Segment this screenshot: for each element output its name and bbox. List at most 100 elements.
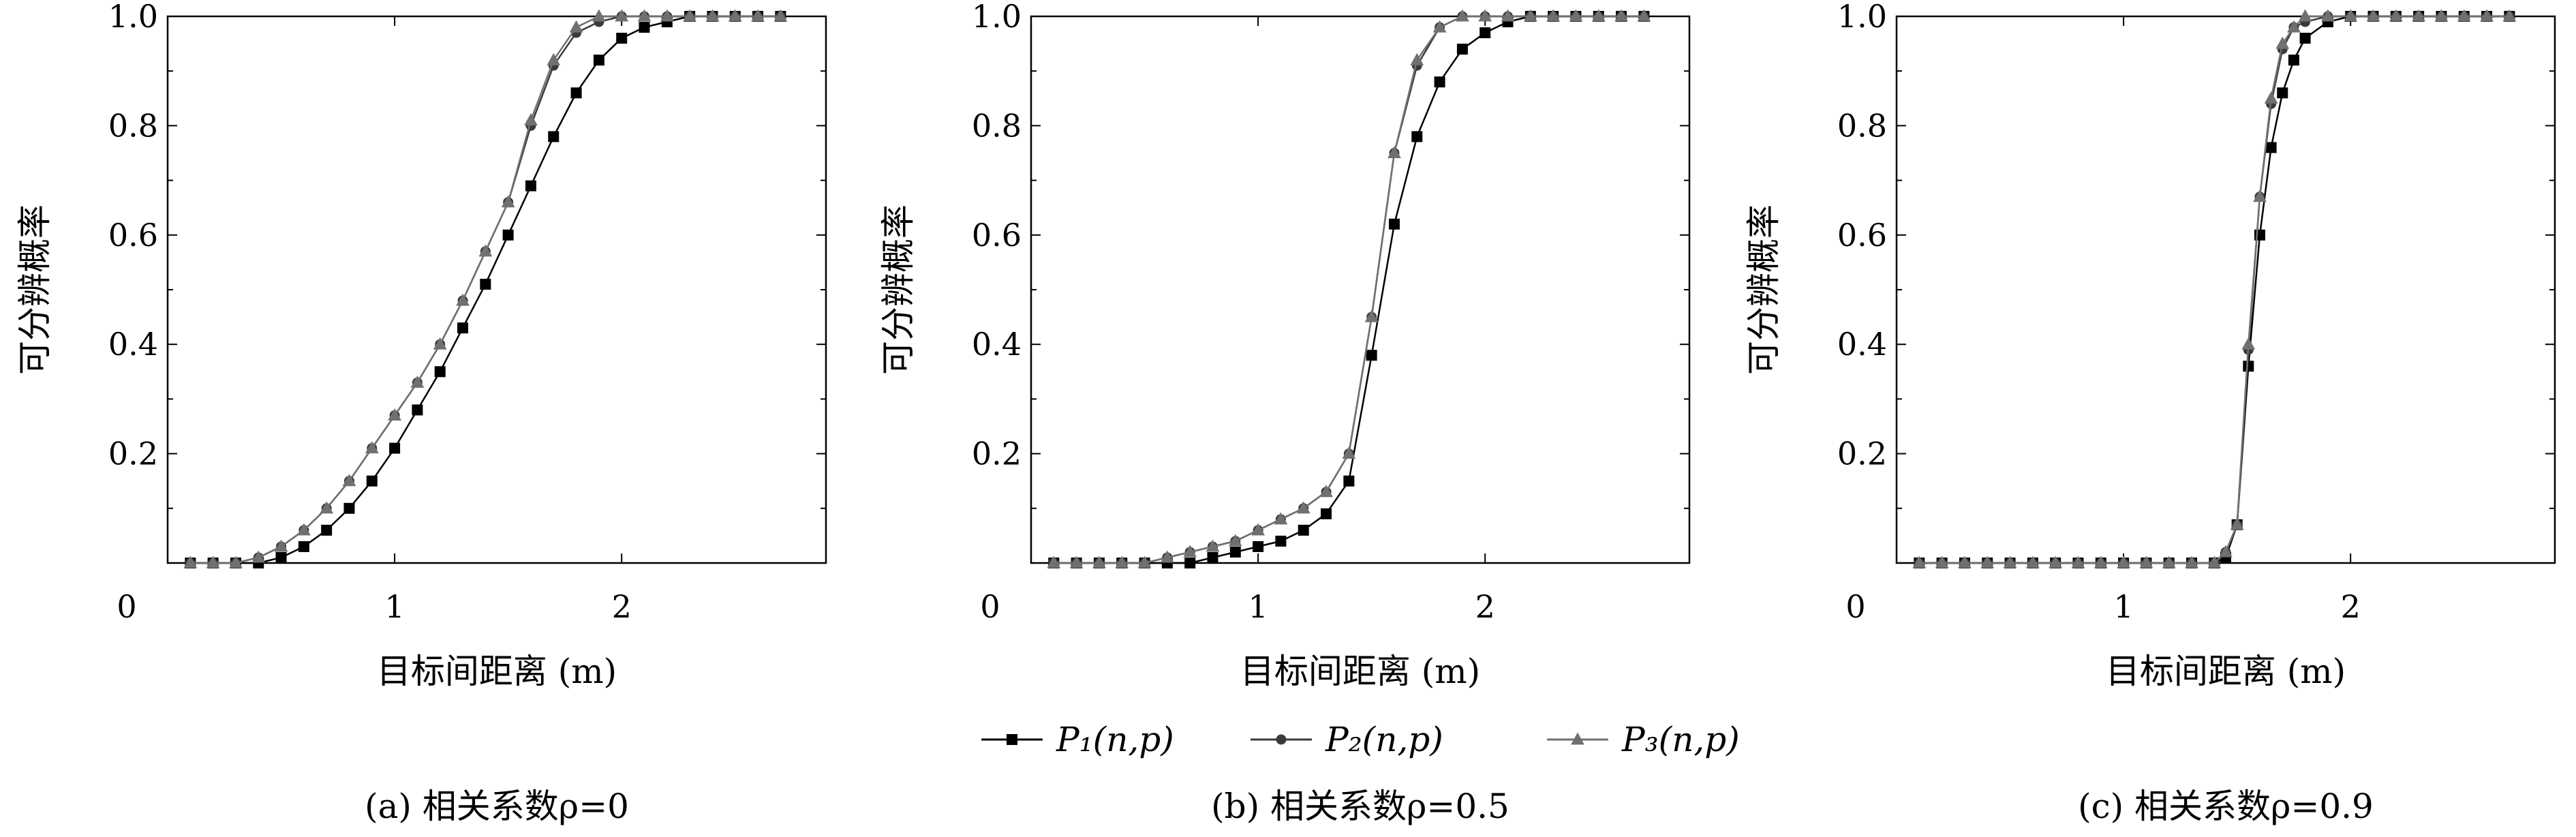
data-point <box>298 541 309 552</box>
data-point <box>343 502 355 514</box>
data-point <box>388 408 402 421</box>
data-point <box>660 9 674 22</box>
data-point <box>773 9 788 22</box>
x-tick-label: 0 <box>117 588 136 625</box>
data-point <box>1137 556 1152 568</box>
data-point <box>389 442 401 454</box>
data-point <box>410 375 425 388</box>
data-point <box>683 9 697 22</box>
x-tick-label: 1 <box>384 588 404 625</box>
y-tick-label: 0.8 <box>1837 107 1887 144</box>
data-point <box>569 20 583 33</box>
legend-item-3: P₃(n,p) <box>1547 720 1740 759</box>
data-point <box>570 87 582 99</box>
data-point <box>2298 9 2312 22</box>
y-axis-label: 可分辨概率 <box>1744 204 1783 375</box>
data-point <box>365 441 379 454</box>
data-point <box>751 9 765 22</box>
data-point <box>183 556 198 568</box>
data-point <box>480 278 491 290</box>
chart-panel-1: 0.2 0.4 0.6 0.8 1.0 0 1 2 目标间距离 (m) 可分辨概率 (b) 相关系数… <box>878 0 1691 826</box>
data-point <box>2480 9 2494 22</box>
data-point <box>2025 556 2040 568</box>
legend-label: P₃(n,p) <box>1621 720 1740 759</box>
legend-label: P₁(n,p) <box>1056 720 1174 759</box>
data-point <box>2139 556 2153 568</box>
data-point <box>1912 556 1927 568</box>
chart-panel-2: 0.2 0.4 0.6 0.8 1.0 0 1 2 目标间距离 (m) 可分辨概率 (c) 相关系数… <box>1744 0 2556 826</box>
data-point <box>1387 146 1401 159</box>
data-point <box>2389 9 2403 22</box>
data-point <box>2207 556 2222 568</box>
series-2 <box>1914 11 2515 568</box>
y-tick-label: 1.0 <box>972 0 1022 35</box>
data-point <box>2275 36 2290 49</box>
data-point <box>637 9 651 22</box>
data-point <box>2502 9 2517 22</box>
data-point <box>2412 9 2426 22</box>
data-point <box>2288 55 2299 66</box>
series-line <box>190 15 781 564</box>
data-point <box>1591 9 1606 22</box>
legend-marker <box>1007 734 1017 745</box>
data-point <box>320 501 334 514</box>
data-point <box>1296 501 1310 514</box>
data-point <box>1184 558 1196 568</box>
data-point <box>1229 546 1241 558</box>
data-point <box>2366 9 2380 22</box>
data-point <box>434 366 446 378</box>
y-tick-label: 0.2 <box>1837 436 1887 472</box>
data-point <box>1342 446 1356 459</box>
data-point <box>1319 485 1333 498</box>
data-point <box>1456 44 1468 55</box>
data-point <box>229 556 243 568</box>
x-axis-label: 目标间距离 (m) <box>1240 652 1480 691</box>
data-point <box>366 475 378 487</box>
data-point <box>1958 556 1972 568</box>
series-line <box>190 15 781 564</box>
data-point <box>1343 475 1355 487</box>
data-point <box>1478 9 1492 22</box>
data-point <box>2243 361 2254 372</box>
data-point <box>296 523 311 536</box>
data-point <box>274 539 288 552</box>
series-3 <box>183 9 788 568</box>
series-1 <box>185 11 786 568</box>
y-tick-label: 0.8 <box>108 107 158 144</box>
series-2 <box>185 11 786 568</box>
data-point <box>1069 556 1084 568</box>
data-point <box>275 551 287 563</box>
series-line <box>190 15 781 564</box>
data-point <box>639 22 650 33</box>
data-point <box>525 180 536 192</box>
series-1 <box>1048 11 1650 568</box>
series-3 <box>1047 9 1651 568</box>
data-point <box>1298 524 1309 536</box>
data-point <box>1388 218 1400 230</box>
data-point <box>457 322 469 334</box>
data-point <box>2344 9 2358 22</box>
data-point <box>342 474 356 487</box>
y-tick-label: 0.2 <box>108 436 158 472</box>
data-point <box>728 9 742 22</box>
data-point <box>1411 131 1423 142</box>
data-point <box>2457 9 2471 22</box>
data-point <box>478 244 493 257</box>
legend: P₁(n,p) P₂(n,p) P₃(n,p) <box>981 720 1740 759</box>
y-tick-label: 0.6 <box>972 217 1022 254</box>
legend-marker <box>1276 734 1287 745</box>
data-point <box>1501 9 1515 22</box>
data-point <box>1637 9 1651 22</box>
data-point <box>2320 9 2335 22</box>
y-tick-label: 0.6 <box>108 217 158 254</box>
data-point <box>1183 545 1197 558</box>
data-point <box>593 55 604 66</box>
data-point <box>2117 556 2131 568</box>
plot-frame <box>1030 15 1691 564</box>
data-point <box>1546 9 1561 22</box>
data-point <box>251 550 266 563</box>
legend-item-2: P₂(n,p) <box>1251 720 1443 759</box>
series-line <box>1919 15 2510 564</box>
data-point <box>2185 556 2198 568</box>
